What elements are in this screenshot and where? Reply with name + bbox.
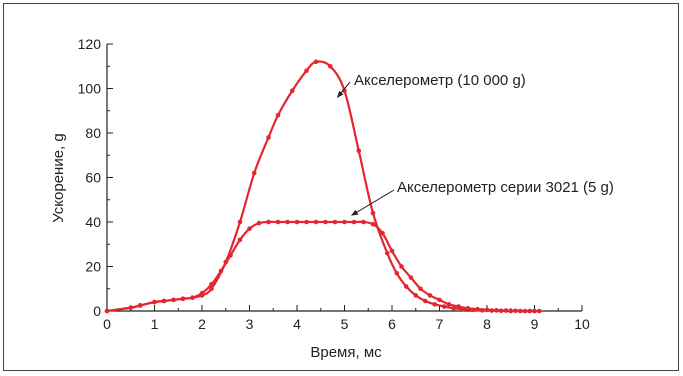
data-point	[327, 63, 333, 69]
y-tick-label: 80	[85, 125, 101, 141]
x-tick-label: 9	[531, 316, 539, 332]
data-point	[503, 308, 509, 313]
series-2	[104, 219, 537, 314]
data-point	[484, 307, 490, 313]
data-point	[304, 219, 309, 225]
data-point	[251, 170, 257, 176]
data-point	[342, 219, 347, 225]
data-point	[237, 219, 243, 225]
data-point	[418, 286, 423, 292]
data-point	[313, 219, 319, 225]
data-point	[313, 59, 319, 65]
annotation-arrow	[351, 189, 395, 216]
data-point	[361, 219, 366, 225]
data-point	[199, 290, 205, 296]
annotation-arrow	[336, 81, 351, 98]
x-tick-label: 1	[151, 316, 159, 332]
data-point	[408, 275, 414, 280]
y-tick-label: 40	[85, 214, 101, 230]
x-axis-label: Время, мс	[310, 344, 382, 361]
data-point	[351, 219, 357, 225]
data-point	[266, 219, 271, 225]
y-tick-label: 120	[78, 36, 102, 52]
data-point	[522, 308, 528, 314]
data-point	[389, 248, 395, 254]
data-point	[294, 219, 300, 225]
series-line	[106, 220, 535, 313]
x-tick-label: 0	[103, 316, 111, 332]
data-point	[228, 253, 233, 258]
data-point	[332, 219, 338, 225]
data-point	[275, 112, 281, 118]
data-point	[475, 306, 480, 312]
data-point	[427, 293, 433, 298]
data-point	[370, 210, 376, 216]
data-point	[536, 308, 542, 314]
data-point	[394, 270, 400, 276]
data-point	[370, 221, 376, 227]
x-tick-label: 5	[341, 316, 349, 332]
annotation-label: Акселерометр (10 000 g)	[354, 72, 526, 89]
data-point	[323, 219, 328, 225]
y-tick-label: 60	[85, 170, 101, 186]
data-point	[413, 293, 419, 298]
data-point	[180, 296, 186, 302]
data-point	[432, 302, 438, 307]
data-point	[237, 237, 243, 243]
data-point	[532, 308, 537, 314]
x-tick-label: 8	[483, 316, 491, 332]
data-point	[128, 305, 134, 310]
data-point	[209, 282, 214, 287]
data-point	[403, 284, 409, 289]
data-point	[256, 220, 262, 226]
data-point	[209, 286, 214, 292]
data-point	[513, 308, 518, 314]
data-point	[171, 297, 176, 303]
data-point	[104, 308, 110, 314]
x-tick-label: 3	[246, 316, 254, 332]
y-axis-label: Ускорение, g	[50, 133, 67, 222]
x-tick-label: 2	[198, 316, 206, 332]
data-point	[152, 299, 157, 305]
annotation-layer: Акселерометр (10 000 g) Акселерометр сери…	[336, 72, 614, 216]
data-point	[289, 88, 295, 94]
data-point	[441, 304, 447, 309]
data-point	[285, 219, 290, 225]
x-tick-label: 6	[388, 316, 396, 332]
x-tick-label: 10	[574, 316, 590, 332]
data-point	[137, 303, 143, 308]
data-point	[380, 230, 385, 236]
data-point	[384, 250, 390, 256]
y-tick-label: 0	[93, 303, 101, 319]
y-tick-label: 100	[78, 81, 102, 97]
data-point	[422, 298, 428, 304]
data-point	[446, 302, 452, 307]
x-tick-label: 4	[293, 316, 301, 332]
data-point	[494, 308, 499, 313]
data-point	[304, 68, 309, 73]
data-point	[275, 219, 281, 225]
data-point	[456, 304, 461, 309]
data-point	[356, 148, 362, 154]
data-point	[218, 268, 224, 274]
data-point	[190, 295, 195, 300]
y-tick-label: 20	[85, 259, 101, 275]
data-point	[266, 135, 271, 140]
annotation-label: Акселерометр серии 3021 (5 g)	[397, 179, 614, 196]
data-point	[465, 306, 471, 311]
data-point	[247, 226, 252, 231]
data-point	[161, 298, 167, 304]
series-layer	[104, 59, 542, 314]
data-point	[399, 264, 404, 269]
x-tick-label: 7	[436, 316, 444, 332]
data-point	[451, 306, 457, 311]
data-point	[437, 297, 442, 303]
